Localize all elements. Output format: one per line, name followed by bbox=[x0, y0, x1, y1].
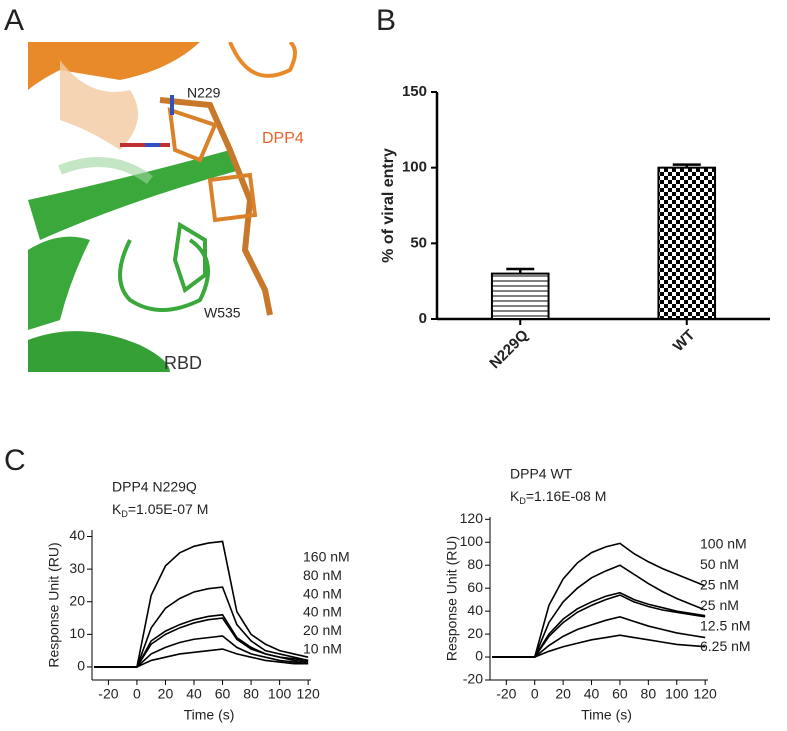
x-tick-label: N229Q bbox=[486, 326, 532, 372]
x-axis-label: Time (s) bbox=[184, 707, 235, 723]
legend-label: 12.5 nM bbox=[700, 618, 751, 634]
legend-label: 10 nM bbox=[303, 640, 342, 656]
sensorgram-line bbox=[492, 564, 706, 658]
structure-label: DPP4 bbox=[262, 130, 304, 147]
x-tick-label: 20 bbox=[158, 686, 174, 702]
y-tick-label: 40 bbox=[69, 527, 85, 543]
kd-label: KD=1.05E-07 M bbox=[112, 501, 208, 520]
y-axis-label: % of viral entry bbox=[380, 148, 397, 263]
x-axis-label: Time (s) bbox=[581, 707, 632, 723]
y-tick-label: 20 bbox=[69, 592, 85, 608]
panel-label: A bbox=[4, 4, 24, 37]
legend-label: 20 nM bbox=[303, 622, 342, 638]
kd-part: D bbox=[519, 496, 526, 506]
panel-label: C bbox=[4, 444, 26, 477]
y-axis-label: Response Unit (RU) bbox=[46, 542, 62, 667]
y-tick-label: 150 bbox=[402, 83, 427, 100]
x-tick-label: 100 bbox=[268, 686, 292, 702]
x-tick-label: 0 bbox=[133, 686, 141, 702]
sensorgram-line bbox=[492, 542, 706, 658]
y-tick-label: 30 bbox=[69, 560, 85, 576]
legend-label: 40 nM bbox=[303, 585, 342, 601]
y-tick-label: 40 bbox=[467, 602, 483, 618]
legend-label: 25 nM bbox=[700, 597, 739, 613]
x-tick-label: 0 bbox=[531, 686, 539, 702]
error-bar bbox=[506, 267, 535, 274]
structure-label: N229 bbox=[187, 85, 221, 101]
sensorgram-line bbox=[94, 586, 309, 668]
kd-part: D bbox=[121, 509, 128, 519]
legend-label: 100 nM bbox=[700, 536, 747, 552]
x-tick-label: 60 bbox=[215, 686, 231, 702]
y-tick-label: 80 bbox=[467, 556, 483, 572]
chart-title: DPP4 N229Q bbox=[112, 479, 197, 495]
x-tick-label: 100 bbox=[665, 686, 689, 702]
structure-image bbox=[28, 42, 363, 372]
sensorgram-line bbox=[94, 635, 309, 668]
sensorgram-line bbox=[94, 648, 309, 668]
legend-label: 160 nM bbox=[303, 549, 350, 565]
y-axis-label: Response Unit (RU) bbox=[444, 536, 460, 661]
sensorgram-line bbox=[94, 617, 309, 668]
x-tick-label: 120 bbox=[693, 686, 717, 702]
y-tick-label: 10 bbox=[69, 625, 85, 641]
y-tick-label: 50 bbox=[410, 234, 427, 251]
sensorgram-line bbox=[492, 616, 706, 658]
y-tick-label: 20 bbox=[467, 625, 483, 641]
y-tick-label: 0 bbox=[475, 648, 483, 664]
x-tick-label: 60 bbox=[612, 686, 628, 702]
sensorgram-line bbox=[492, 634, 706, 658]
y-tick-label: 100 bbox=[402, 159, 427, 176]
kd-part: K bbox=[112, 501, 122, 517]
legend-label: 80 nM bbox=[303, 567, 342, 583]
y-tick-label: 100 bbox=[460, 533, 484, 549]
error-bar bbox=[672, 163, 701, 168]
panel-label: B bbox=[376, 4, 396, 37]
structure-label: RBD bbox=[164, 353, 202, 373]
y-tick-label: 0 bbox=[77, 658, 85, 674]
x-tick-label: 80 bbox=[641, 686, 657, 702]
x-tick-label: 20 bbox=[555, 686, 571, 702]
x-tick-label: 40 bbox=[584, 686, 600, 702]
x-tick-label: 80 bbox=[243, 686, 259, 702]
kd-part: =1.05E-07 M bbox=[128, 501, 209, 517]
x-tick-label: -20 bbox=[98, 686, 118, 702]
structure-label: W535 bbox=[204, 305, 241, 321]
x-tick-label: 40 bbox=[186, 686, 202, 702]
kd-label: KD=1.16E-08 M bbox=[510, 488, 606, 507]
y-tick-label: -20 bbox=[463, 671, 483, 687]
legend-label: 40 nM bbox=[303, 604, 342, 620]
legend-label: 25 nM bbox=[700, 577, 739, 593]
x-tick-label: WT bbox=[670, 327, 699, 356]
chart-title: DPP4 WT bbox=[510, 466, 573, 482]
y-tick-label: 60 bbox=[467, 579, 483, 595]
x-tick-label: 120 bbox=[296, 686, 320, 702]
y-tick-label: 0 bbox=[419, 310, 427, 327]
legend-label: 6.25 nM bbox=[700, 638, 751, 654]
bar bbox=[490, 272, 550, 321]
x-tick-label: -20 bbox=[496, 686, 516, 702]
bar bbox=[657, 166, 717, 320]
sensorgram-line bbox=[492, 594, 706, 658]
sensorgram-line bbox=[94, 540, 309, 668]
y-tick-label: 120 bbox=[460, 510, 484, 526]
kd-part: K bbox=[510, 488, 520, 504]
sensorgram-line bbox=[492, 591, 706, 658]
kd-part: =1.16E-08 M bbox=[526, 488, 607, 504]
legend-label: 50 nM bbox=[700, 556, 739, 572]
